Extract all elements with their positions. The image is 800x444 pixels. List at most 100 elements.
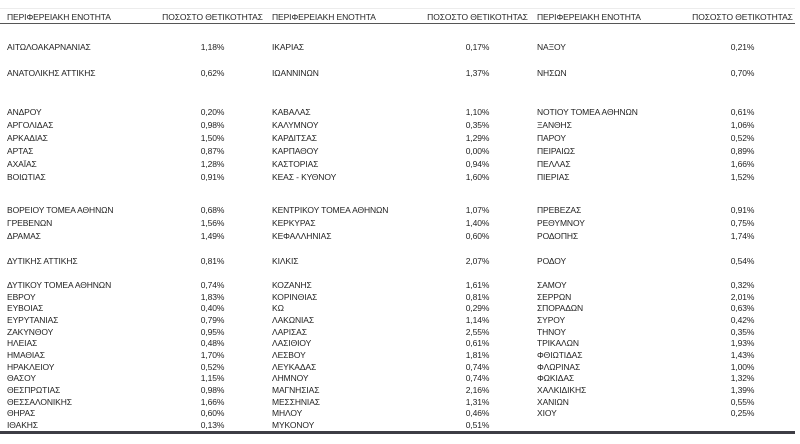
positivity-cell: 0,17% [465,41,490,52]
region-cell: ΤΗΝΟΥ [537,326,566,337]
positivity-cell: 1,81% [465,349,490,360]
positivity-cell: 1,74% [730,230,755,241]
positivity-cell: 0,91% [730,204,755,215]
positivity-cell: 1,14% [465,314,490,325]
positivity-cell: 0,61% [730,106,755,117]
region-cell: ΘΕΣΣΑΛΟΝΙΚΗΣ [7,396,72,407]
positivity-cell: 2,01% [730,291,755,302]
column-header-positivity: ΠΟΣΟΣΤΟ ΘΕΤΙΚΟΤΗΤΑΣ [162,11,263,22]
positivity-cell: 0,62% [200,67,225,78]
region-cell: ΣΑΜΟΥ [537,279,567,290]
table-row: ΘΑΣΟΥ 1,15% ΛΗΜΝΟΥ 0,74% ΦΩΚΙΔΑΣ 1,32% [0,373,795,385]
region-cell: ΑΡΓΟΛΙΔΑΣ [7,119,54,130]
positivity-cell: 1,39% [730,385,755,396]
column-header-positivity: ΠΟΣΟΣΤΟ ΘΕΤΙΚΟΤΗΤΑΣ [692,11,793,22]
region-cell: ΑΡΤΑΣ [7,145,34,156]
region-cell: ΦΛΩΡΙΝΑΣ [537,361,581,372]
positivity-cell: 1,56% [200,217,225,228]
region-cell: ΗΜΑΘΙΑΣ [7,349,45,360]
positivity-cell: 0,91% [200,171,225,182]
positivity-cell: 1,37% [465,67,490,78]
positivity-cell: 2,55% [465,326,490,337]
positivity-cell: 0,13% [200,420,225,431]
region-cell: ΘΑΣΟΥ [7,373,36,384]
region-cell: ΧΑΝΙΩΝ [537,396,569,407]
column-header-region: ΠΕΡΙΦΕΡΕΙΑΚΗ ΕΝΟΤΗΤΑ [7,11,111,22]
region-cell: ΙΩΑΝΝΙΝΩΝ [272,67,319,78]
positivity-cell: 1,66% [200,396,225,407]
region-cell: ΙΚΑΡΙΑΣ [272,41,304,52]
positivity-cell: 1,00% [730,361,755,372]
positivity-cell: 0,42% [730,314,755,325]
positivity-cell: 0,81% [200,255,225,266]
region-cell: ΛΕΣΒΟΥ [272,349,306,360]
page: { "colors": { "background": "#ffffff", "… [0,8,800,444]
row-group: ΑΙΤΩΛΟΑΚΑΡΝΑΝΙΑΣ 1,18% ΙΚΑΡΙΑΣ 0,17% ΝΑΞΟΥ 0,… [0,40,795,53]
table-row: ΘΗΡΑΣ 0,60% ΜΗΛΟΥ 0,46% ΧΙΟΥ 0,25% [0,408,795,420]
column-header-positivity: ΠΟΣΟΣΤΟ ΘΕΤΙΚΟΤΗΤΑΣ [427,11,528,22]
region-cell: ΚΕΡΚΥΡΑΣ [272,217,316,228]
region-cell: ΡΕΘΥΜΝΟΥ [537,217,585,228]
positivity-cell: 0,74% [200,279,225,290]
table-row: ΑΡΤΑΣ 0,87% ΚΑΡΠΑΘΟΥ 0,00% ΠΕΙΡΑΙΩΣ 0,89% [0,144,795,157]
region-cell: ΣΠΟΡΑΔΩΝ [537,303,584,314]
positivity-cell: 1,31% [465,396,490,407]
table-row: ΓΡΕΒΕΝΩΝ 1,56% ΚΕΡΚΥΡΑΣ 1,40% ΡΕΘΥΜΝΟΥ 0,75% [0,216,795,229]
positivity-cell: 1,83% [200,291,225,302]
region-cell: ΕΒΡΟΥ [7,291,36,302]
table-row: ΖΑΚΥΝΘΟΥ 0,95% ΛΑΡΙΣΑΣ 2,55% ΤΗΝΟΥ 0,35% [0,326,795,338]
positivity-cell: 0,79% [200,314,225,325]
positivity-cell: 1,61% [465,279,490,290]
table-row: ΗΡΑΚΛΕΙΟΥ 0,52% ΛΕΥΚΑΔΑΣ 0,74% ΦΛΩΡΙΝΑΣ 1,00% [0,361,795,373]
region-cell: ΚΑΛΥΜΝΟΥ [272,119,319,130]
positivity-cell: 1,18% [200,41,225,52]
column-header-region: ΠΕΡΙΦΕΡΕΙΑΚΗ ΕΝΟΤΗΤΑ [272,11,376,22]
region-cell: ΠΑΡΟΥ [537,132,566,143]
positivity-cell: 1,32% [730,373,755,384]
positivity-cell: 0,32% [730,279,755,290]
table-row: ΑΝΑΤΟΛΙΚΗΣ ΑΤΤΙΚΗΣ 0,62% ΙΩΑΝΝΙΝΩΝ 1,37% ΝΗΣ… [0,66,795,79]
table-row: ΘΕΣΠΡΩΤΙΑΣ 0,98% ΜΑΓΝΗΣΙΑΣ 2,16% ΧΑΛΚΙΔΙΚΗΣ 1… [0,384,795,396]
positivity-cell: 0,55% [730,396,755,407]
positivity-cell: 0,70% [730,67,755,78]
region-cell: ΔΡΑΜΑΣ [7,230,41,241]
region-cell: ΚΑΡΠΑΘΟΥ [272,145,319,156]
table-row: ΙΘΑΚΗΣ 0,13% ΜΥΚΟΝΟΥ 0,51% [0,419,795,431]
region-cell: ΣΥΡΟΥ [537,314,566,325]
region-cell: ΚΟΖΑΝΗΣ [272,279,312,290]
positivity-cell: 0,52% [200,361,225,372]
region-cell: ΜΗΛΟΥ [272,408,303,419]
table-row: ΔΥΤΙΚΗΣ ΑΤΤΙΚΗΣ 0,81% ΚΙΛΚΙΣ 2,07% ΡΟΔΟΥ 0,54… [0,254,795,267]
region-cell: ΑΡΚΑΔΙΑΣ [7,132,48,143]
region-cell: ΛΗΜΝΟΥ [272,373,309,384]
positivity-cell: 0,74% [465,373,490,384]
positivity-cell: 1,43% [730,349,755,360]
region-cell: ΡΟΔΟΥ [537,255,567,266]
table-row: ΔΥΤΙΚΟΥ ΤΟΜΕΑ ΑΘΗΝΩΝ 0,74% ΚΟΖΑΝΗΣ 1,61% ΣΑΜ… [0,279,795,291]
region-cell: ΗΡΑΚΛΕΙΟΥ [7,361,55,372]
region-cell: ΛΕΥΚΑΔΑΣ [272,361,317,372]
table-row: ΕΒΡΟΥ 1,83% ΚΟΡΙΝΘΙΑΣ 0,81% ΣΕΡΡΩΝ 2,01% [0,291,795,303]
region-cell: ΛΑΚΩΝΙΑΣ [272,314,314,325]
table-row: ΒΟΙΩΤΙΑΣ 0,91% ΚΕΑΣ - ΚΥΘΝΟΥ 1,60% ΠΙΕΡΙΑΣ 1,… [0,170,795,183]
positivity-cell: 2,07% [465,255,490,266]
positivity-cell: 0,52% [730,132,755,143]
region-cell: ΚΑΣΤΟΡΙΑΣ [272,158,319,169]
table-bottom-rule [0,430,795,434]
positivity-cell: 1,60% [465,171,490,182]
region-cell: ΚΑΒΑΛΑΣ [272,106,311,117]
positivity-cell: 1,07% [465,204,490,215]
region-cell: ΑΝΑΤΟΛΙΚΗΣ ΑΤΤΙΚΗΣ [7,67,96,78]
table-row: ΑΝΔΡΟΥ 0,20% ΚΑΒΑΛΑΣ 1,10% ΝΟΤΙΟΥ ΤΟΜΕΑ ΑΘΗΝ… [0,105,795,118]
table-row: ΗΜΑΘΙΑΣ 1,70% ΛΕΣΒΟΥ 1,81% ΦΘΙΩΤΙΔΑΣ 1,43% [0,349,795,361]
positivity-cell: 1,28% [200,158,225,169]
region-cell: ΒΟΡΕΙΟΥ ΤΟΜΕΑ ΑΘΗΝΩΝ [7,204,114,215]
region-cell: ΠΙΕΡΙΑΣ [537,171,570,182]
table-row: ΘΕΣΣΑΛΟΝΙΚΗΣ 1,66% ΜΕΣΣΗΝΙΑΣ 1,31% ΧΑΝΙΩΝ 0,5… [0,396,795,408]
region-cell: ΜΑΓΝΗΣΙΑΣ [272,385,320,396]
region-cell: ΠΡΕΒΕΖΑΣ [537,204,582,215]
positivity-cell: 1,50% [200,132,225,143]
region-cell: ΛΑΡΙΣΑΣ [272,326,307,337]
positivity-cell: 0,68% [200,204,225,215]
positivity-cell: 1,10% [465,106,490,117]
